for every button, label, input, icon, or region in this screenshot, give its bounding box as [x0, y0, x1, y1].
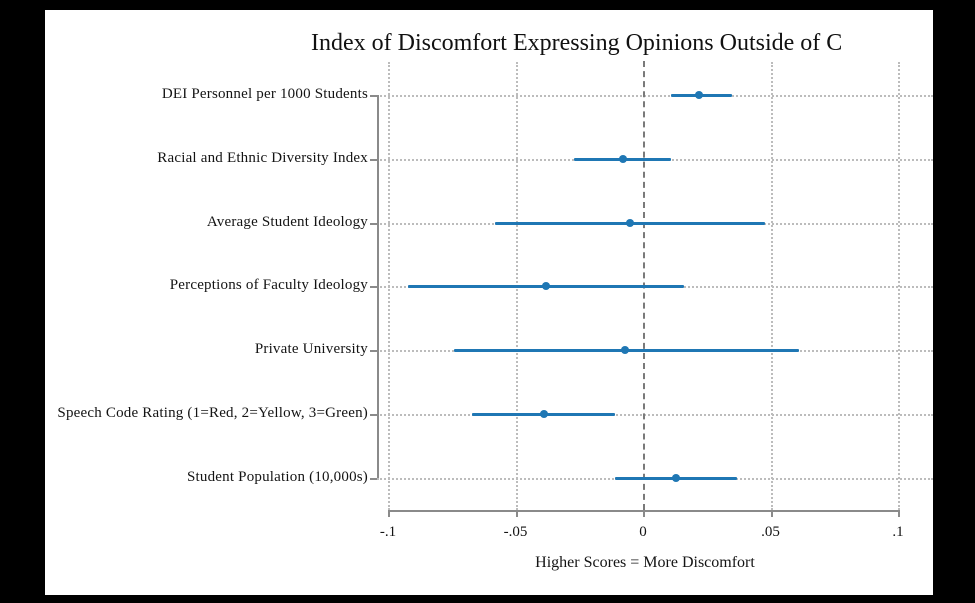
y-axis-tick [370, 414, 377, 416]
category-label: Speech Code Rating (1=Red, 2=Yellow, 3=G… [57, 405, 368, 421]
category-label: DEI Personnel per 1000 Students [161, 86, 368, 102]
category-label: Average Student Ideology [206, 214, 368, 230]
x-axis-tick [388, 510, 390, 517]
point-estimate-marker [621, 346, 630, 354]
x-axis-label: Higher Scores = More Discomfort [535, 554, 755, 571]
y-axis-tick [370, 286, 377, 288]
point-estimate-marker [672, 474, 681, 482]
x-tick-label: .05 [761, 524, 780, 540]
category-label: Private University [254, 341, 368, 357]
x-tick-label: 0 [639, 524, 647, 540]
horizontal-gridline [377, 95, 933, 97]
y-axis-line [377, 95, 379, 478]
category-label: Student Population (10,000s) [186, 469, 368, 485]
point-estimate-marker [542, 282, 551, 290]
x-tick-label: -.1 [379, 524, 397, 540]
point-estimate-marker [626, 219, 635, 227]
plot-canvas: Index of Discomfort Expressing Opinions … [45, 10, 933, 595]
horizontal-gridline [377, 414, 933, 416]
x-axis-tick [898, 510, 900, 517]
y-axis-tick [370, 478, 377, 480]
point-estimate-marker [695, 91, 704, 99]
category-label: Perceptions of Faculty Ideology [169, 277, 368, 293]
y-axis-tick [370, 223, 377, 225]
x-tick-label: .1 [892, 524, 904, 540]
category-label: Racial and Ethnic Diversity Index [157, 150, 368, 166]
y-axis-tick [370, 350, 377, 352]
point-estimate-marker [618, 155, 627, 163]
y-axis-tick [370, 95, 377, 97]
y-axis-tick [370, 159, 377, 161]
x-tick-label: -.05 [503, 524, 528, 540]
chart-title: Index of Discomfort Expressing Opinions … [311, 30, 843, 56]
point-estimate-marker [539, 410, 548, 418]
x-axis-tick [643, 510, 645, 517]
x-axis-tick [770, 510, 773, 517]
x-axis-tick [515, 510, 518, 517]
